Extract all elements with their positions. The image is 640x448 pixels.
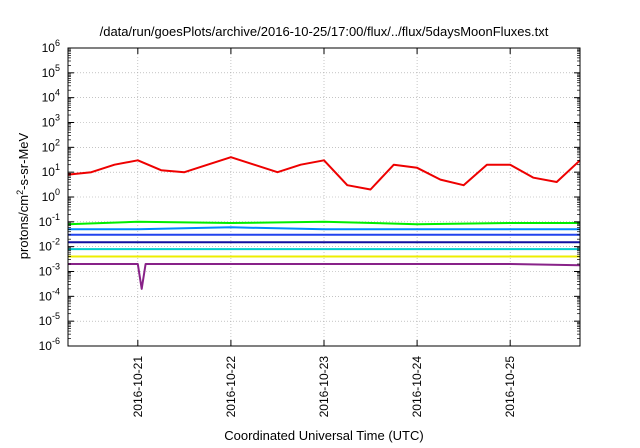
y-tick-label-exponent: 3	[55, 113, 60, 123]
series-line-1	[67, 156, 581, 191]
series-layer	[67, 156, 581, 290]
y-tick-label-exponent: -3	[52, 262, 60, 272]
y-tick-label-base: 10	[39, 314, 53, 328]
x-axis-label: Coordinated Universal Time (UTC)	[224, 428, 423, 443]
y-tick-label-base: 10	[42, 66, 56, 80]
y-tick-label: 10-4	[39, 286, 60, 303]
y-tick-label-base: 10	[39, 339, 53, 353]
y-tick-label: 10-5	[39, 311, 60, 328]
y-tick-label-base: 10	[42, 140, 56, 154]
x-tick-label: 2016-10-23	[317, 356, 331, 418]
y-tick-label: 103	[42, 113, 60, 130]
y-tick-label-base: 10	[42, 190, 56, 204]
y-tick-label: 10-1	[39, 212, 60, 229]
y-tick-label: 102	[42, 137, 60, 154]
y-tick-label-exponent: -6	[52, 336, 60, 346]
series-line-8	[68, 263, 581, 290]
x-tick-label: 2016-10-25	[503, 356, 517, 418]
x-axis-ticks: 2016-10-21 2016-10-22 2016-10-23 2016-10-24…	[131, 48, 517, 417]
y-tick-label: 100	[42, 187, 60, 204]
y-tick-label-base: 10	[42, 41, 56, 55]
y-axis-label: protons/cm2-s-sr-MeV	[15, 132, 31, 259]
y-tick-label: 10-2	[39, 237, 60, 254]
y-tick-label-exponent: 0	[55, 187, 60, 197]
series-line-3	[68, 226, 580, 231]
y-axis-label-exponent: 2	[15, 190, 25, 195]
y-axis-label-base: protons/cm	[16, 195, 31, 259]
grid-lines	[68, 48, 580, 346]
y-tick-label-base: 10	[39, 289, 53, 303]
y-tick-label-exponent: -2	[52, 237, 60, 247]
y-tick-label-base: 10	[39, 265, 53, 279]
y-tick-label-base: 10	[42, 165, 56, 179]
y-tick-label: 106	[42, 38, 60, 55]
y-tick-label: 104	[42, 88, 60, 105]
y-tick-label-exponent: 2	[55, 137, 60, 147]
y-tick-label: 10-6	[39, 336, 60, 353]
y-tick-label-exponent: 6	[55, 38, 60, 48]
series-line-2	[67, 220, 580, 226]
chart-title: /data/run/goesPlots/archive/2016-10-25/1…	[100, 24, 549, 39]
y-axis-label-tail: -s-sr-MeV	[16, 132, 31, 189]
y-tick-label-base: 10	[42, 91, 56, 105]
y-tick-label-base: 10	[42, 116, 56, 130]
y-tick-label-base: 10	[39, 240, 53, 254]
x-tick-label: 2016-10-21	[131, 356, 145, 418]
y-tick-label-exponent: -5	[52, 311, 60, 321]
y-tick-label-exponent: -1	[52, 212, 60, 222]
x-tick-label: 2016-10-24	[410, 356, 424, 418]
y-tick-label-exponent: -4	[52, 286, 60, 296]
y-axis-ticks: 10-610-510-410-310-210-11001011021031041…	[39, 38, 580, 353]
y-tick-label: 105	[42, 63, 60, 80]
y-tick-label-exponent: 4	[55, 88, 60, 98]
y-tick-label: 10-3	[39, 262, 60, 279]
y-tick-label-exponent: 5	[55, 63, 60, 73]
y-tick-label-base: 10	[39, 215, 53, 229]
y-tick-label: 101	[42, 162, 60, 179]
y-tick-label-exponent: 1	[55, 162, 60, 172]
x-tick-label: 2016-10-22	[224, 356, 238, 418]
